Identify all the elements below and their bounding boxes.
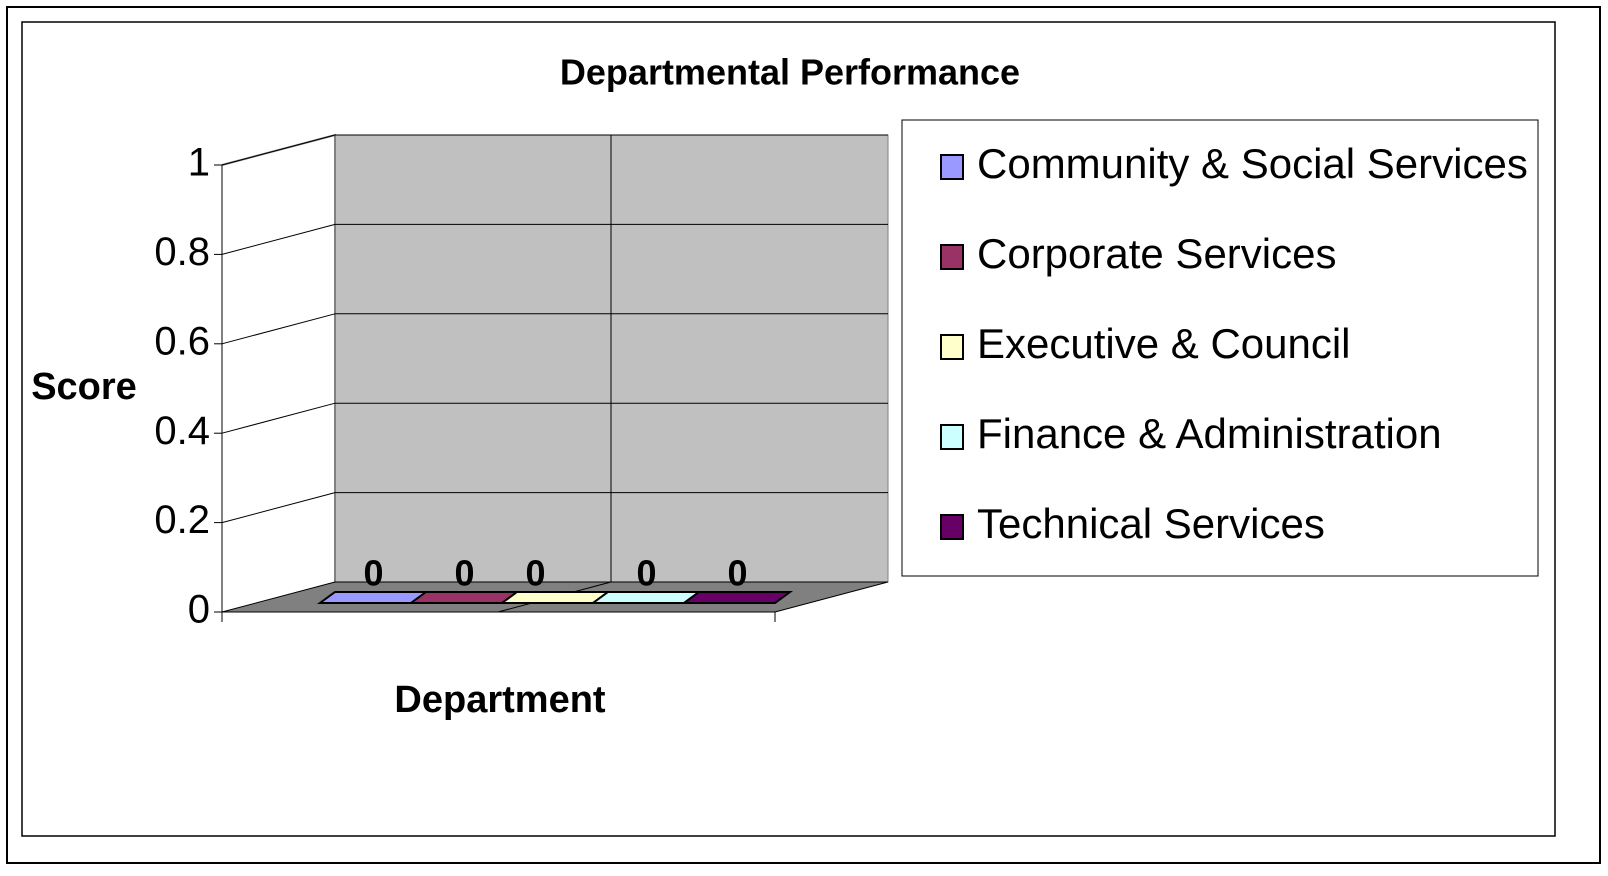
- legend-label: Executive & Council: [977, 320, 1351, 367]
- legend: [901, 119, 1539, 577]
- bar-top: [407, 591, 521, 604]
- bar-top: [316, 591, 430, 604]
- legend-swatch: [940, 424, 964, 450]
- y-tick-label: 0.4: [154, 409, 210, 453]
- legend-swatch: [940, 154, 964, 180]
- bar-top: [498, 591, 612, 604]
- y-axis-title: Score: [31, 366, 137, 408]
- legend-label: Technical Services: [977, 500, 1325, 547]
- bar: [589, 591, 703, 604]
- y-tick-label: 0: [188, 588, 210, 632]
- data-label: 0: [363, 553, 383, 594]
- grid-line: [221, 223, 336, 255]
- legend-label: Corporate Services: [977, 230, 1336, 277]
- y-tick-label: 0.8: [154, 230, 210, 274]
- bar: [407, 591, 521, 604]
- data-label: 0: [636, 553, 656, 594]
- data-label: 0: [454, 553, 474, 594]
- bar-top: [680, 591, 794, 604]
- grid-line: [221, 581, 336, 613]
- floor-edge: [774, 581, 889, 613]
- bar-top: [589, 591, 703, 604]
- legend-label: Community & Social Services: [977, 140, 1528, 187]
- grid-line: [221, 134, 336, 166]
- grid-line: [221, 402, 336, 434]
- grid-line: [221, 313, 336, 345]
- legend-swatch: [940, 244, 964, 270]
- x-axis-title: Department: [394, 679, 605, 721]
- bar: [680, 591, 794, 604]
- grid-line: [221, 492, 336, 524]
- data-label: 0: [727, 553, 747, 594]
- legend-label: Finance & Administration: [977, 410, 1442, 457]
- legend-swatch: [940, 334, 964, 360]
- bar: [316, 591, 430, 604]
- y-tick-label: 1: [188, 141, 210, 185]
- y-tick-label: 0.6: [154, 319, 210, 363]
- data-label: 0: [525, 553, 545, 594]
- chart-title: Departmental Performance: [560, 52, 1020, 93]
- y-tick-label: 0.2: [154, 498, 210, 542]
- legend-swatch: [940, 514, 964, 540]
- bar: [498, 591, 612, 604]
